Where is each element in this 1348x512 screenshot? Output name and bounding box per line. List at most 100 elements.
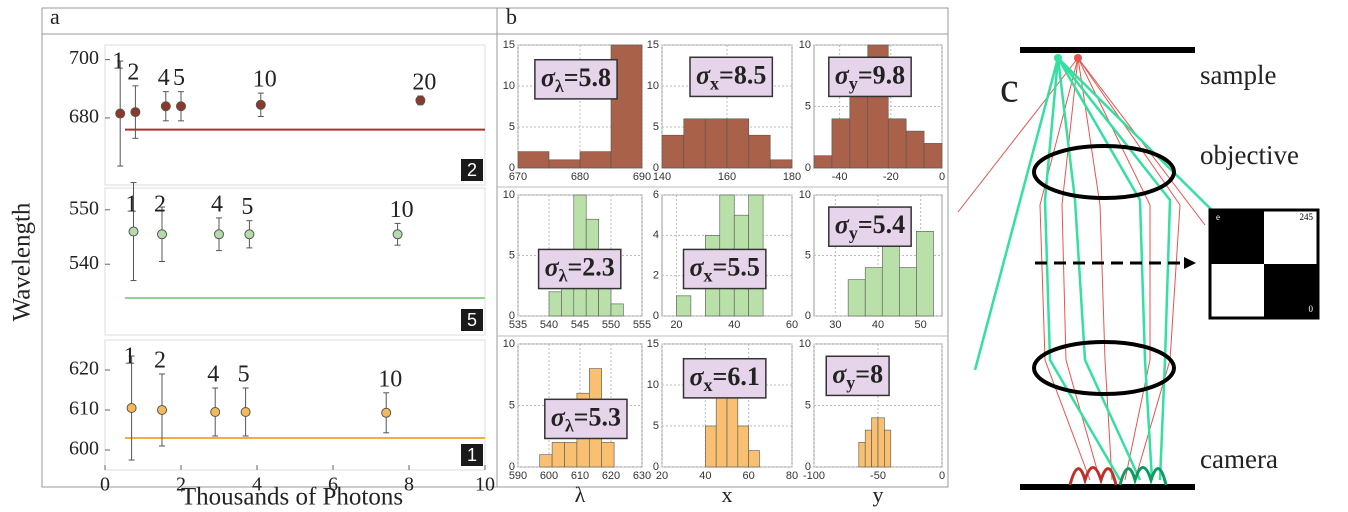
x-tick-label: 10 <box>475 474 495 496</box>
bar <box>518 152 549 168</box>
bar <box>884 430 890 467</box>
x-tick-label: 160 <box>718 171 736 183</box>
panel-label: b <box>506 4 517 29</box>
diagram-label: camera <box>1200 444 1278 474</box>
bar <box>611 304 623 316</box>
y-tick-label: 0 <box>805 162 811 174</box>
sigma-subscript: y <box>849 223 858 243</box>
sigma-label: σλ=2.3 <box>545 252 615 285</box>
sigma-value: =6.1 <box>713 362 760 391</box>
x-tick-label: 20 <box>656 470 668 482</box>
arrow-head <box>1184 257 1196 269</box>
y-tick-label: 10 <box>647 379 659 391</box>
point <box>131 108 140 117</box>
x-tick-label: 50 <box>915 319 927 331</box>
x-tick-label: 40 <box>699 470 711 482</box>
bar <box>814 156 832 168</box>
y-tick-label: 2 <box>653 270 659 282</box>
sigma-symbol: σ <box>696 60 711 89</box>
point-label: 5 <box>173 65 185 91</box>
sigma-symbol: σ <box>832 359 847 388</box>
point-label: 10 <box>390 197 414 223</box>
point <box>256 100 265 109</box>
sigma-subscript: x <box>704 375 713 395</box>
x-tick-label: 60 <box>743 470 755 482</box>
y-tick-label: 15 <box>503 39 515 51</box>
pattern-label: 245 <box>1300 212 1314 222</box>
point-label: 4 <box>211 192 223 218</box>
x-tick-label: 620 <box>602 470 620 482</box>
y-tick-label: 10 <box>647 80 659 92</box>
point-label: 1 <box>112 49 124 75</box>
x-tick-label: 4 <box>252 474 262 496</box>
x-tick-label: -50 <box>870 470 886 482</box>
bar <box>552 442 564 467</box>
y-tick-label: 5 <box>509 121 515 133</box>
badge-label: 5 <box>467 310 477 330</box>
y-tick-label: 5 <box>653 420 659 432</box>
sigma-label: σλ=5.3 <box>551 402 621 435</box>
point-label: 2 <box>127 59 139 85</box>
y-tick-label: 5 <box>509 249 515 261</box>
objective-lens <box>1034 146 1174 198</box>
bar <box>580 152 611 168</box>
sigma-value: =9.8 <box>858 60 905 89</box>
x-tick-label: 600 <box>540 470 558 482</box>
y-tick-label: 540 <box>69 252 99 274</box>
point <box>158 406 167 415</box>
y-tick-label: 10 <box>503 80 515 92</box>
point-label: 20 <box>412 70 436 96</box>
sigma-label: σy=9.8 <box>835 60 905 93</box>
point-label: 2 <box>154 348 166 374</box>
bar <box>924 143 942 168</box>
x-tick-label: 40 <box>728 319 740 331</box>
y-tick-label: 5 <box>509 399 515 411</box>
y-tick-label: 10 <box>503 189 515 201</box>
x-tick-label: 0 <box>939 470 945 482</box>
optics-diagram: e 245 0 c sample objective camera <box>958 50 1318 487</box>
x-tick-label: -100 <box>803 470 825 482</box>
sigma-subscript: λ <box>559 266 568 286</box>
bar <box>916 231 933 316</box>
panel-label: a <box>50 4 60 29</box>
point <box>382 408 391 417</box>
sigma-symbol: σ <box>541 63 556 92</box>
x-tick-label: 555 <box>633 319 651 331</box>
x-tick-label: 30 <box>829 319 841 331</box>
point <box>241 408 250 417</box>
y-tick-label: 6 <box>653 189 659 201</box>
diagram-label: sample <box>1200 60 1276 90</box>
y-tick-label: 10 <box>799 189 811 201</box>
x-tick-label: 630 <box>633 470 651 482</box>
x-axis-label: y <box>873 482 884 507</box>
bar <box>878 418 884 467</box>
x-tick-label: 680 <box>571 171 589 183</box>
sigma-value: =5.4 <box>858 210 905 239</box>
pattern-label: e <box>1216 212 1220 222</box>
sigma-symbol: σ <box>835 210 850 239</box>
sigma-label: σλ=5.8 <box>541 63 611 96</box>
bar <box>749 451 760 467</box>
point <box>416 96 425 105</box>
y-tick-label: 680 <box>69 106 99 128</box>
figure: a b Wavelength Thousands of Photons <box>0 0 1348 512</box>
bar <box>848 280 865 316</box>
y-tick-label: 600 <box>69 438 99 460</box>
sigma-value: =2.3 <box>567 252 614 281</box>
bar <box>872 418 878 467</box>
bar <box>705 119 727 168</box>
x-tick-label: 540 <box>540 319 558 331</box>
sigma-symbol: σ <box>690 252 705 281</box>
y-tick-label: 5 <box>805 399 811 411</box>
point <box>245 230 254 239</box>
x-tick-label: 80 <box>786 470 798 482</box>
point-label: 5 <box>238 362 250 388</box>
badge-label: 1 <box>467 445 477 465</box>
point <box>161 102 170 111</box>
point <box>116 109 125 118</box>
x-tick-label: -40 <box>832 171 848 183</box>
y-tick-label: 10 <box>503 338 515 350</box>
sigma-label: σx=6.1 <box>690 362 760 395</box>
sigma-subscript: y <box>849 73 858 93</box>
diagram-label: objective <box>1200 140 1299 170</box>
